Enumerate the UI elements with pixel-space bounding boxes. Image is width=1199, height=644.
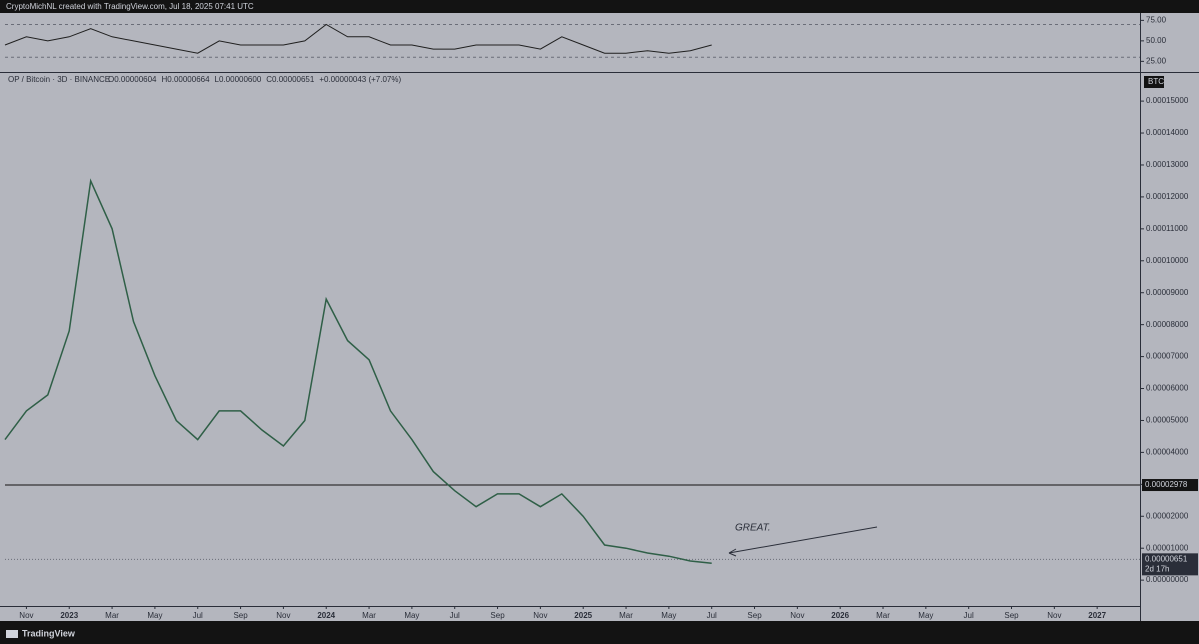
y-tick-label: 0.00007000 [1146, 352, 1189, 361]
y-tick-label: 0.00005000 [1146, 416, 1189, 425]
level-label: 0.00002978 [1145, 480, 1188, 489]
y-tick-label: 0.00006000 [1146, 384, 1189, 393]
x-tick-label: 2026 [831, 611, 849, 620]
x-tick-label: Jul [964, 611, 974, 620]
x-tick-label: Sep [747, 611, 762, 620]
x-tick-label: 2027 [1088, 611, 1106, 620]
y-tick-label: 0.00015000 [1146, 96, 1189, 105]
ohlc-value: C0.00000651 [266, 75, 315, 84]
y-tick-label: 0.00009000 [1146, 288, 1189, 297]
annotation-arrow [728, 526, 878, 554]
x-tick-label: Jul [193, 611, 203, 620]
y-tick-label: 0.00011000 [1146, 224, 1188, 233]
level-box [1142, 479, 1198, 492]
y-tick-label: 25.00 [1146, 56, 1167, 65]
annotation: GREAT. [735, 523, 771, 534]
currency: BTC [1148, 77, 1164, 86]
x-tick-label: Nov [1047, 611, 1061, 620]
watermark: TradingView [22, 628, 76, 638]
x-tick-label: Mar [876, 611, 890, 620]
y-tick-label: 0.00012000 [1146, 192, 1189, 201]
y-tick-label: 0.00001000 [1146, 543, 1189, 552]
x-tick-label: May [918, 611, 933, 620]
x-tick-label: Sep [1004, 611, 1019, 620]
y-tick-label: 0.00008000 [1146, 320, 1189, 329]
ohlc-value: L0.00000600 [215, 75, 262, 84]
x-tick-label: Mar [619, 611, 633, 620]
price-line [4, 178, 712, 564]
x-tick-label: Nov [790, 611, 804, 620]
price-pane [0, 73, 1199, 621]
logo [6, 630, 18, 638]
x-tick-label: Nov [533, 611, 547, 620]
x-tick-label: May [404, 611, 419, 620]
countdown: 2d 17h [1145, 564, 1169, 573]
y-tick-label: 0.00013000 [1146, 160, 1189, 169]
x-tick-label: Sep [490, 611, 505, 620]
arrow-head [728, 548, 737, 557]
y-tick-label: 50.00 [1146, 36, 1167, 45]
x-tick-label: 2025 [574, 611, 592, 620]
rsi-line [4, 23, 712, 54]
credit: CryptoMichNL created with TradingView.co… [6, 2, 254, 11]
x-tick-label: Nov [276, 611, 290, 620]
y-tick-label: 0.00004000 [1146, 448, 1189, 457]
x-tick-label: Jul [707, 611, 717, 620]
x-tick-label: 2023 [60, 611, 78, 620]
symbol-title: OP / Bitcoin · 3D · BINANCE [8, 75, 110, 84]
x-tick-label: May [661, 611, 676, 620]
y-tick-label: 75.00 [1146, 15, 1167, 24]
y-tick-label: 0.00010000 [1146, 256, 1189, 265]
currency-box [1144, 76, 1164, 88]
x-tick-label: 2024 [317, 611, 335, 620]
x-tick-label: Mar [105, 611, 119, 620]
x-tick-label: May [147, 611, 162, 620]
x-tick-label: Mar [362, 611, 376, 620]
ohlc-value: O0.00000604 [108, 75, 157, 84]
last-box [1142, 553, 1198, 576]
y-tick-label: 0.00000000 [1146, 575, 1189, 584]
y-tick-label: 0.00002000 [1146, 511, 1189, 520]
y-tick-label: 0.00014000 [1146, 128, 1189, 137]
last-label: 0.00000651 [1145, 554, 1188, 563]
x-tick-label: Nov [19, 611, 33, 620]
x-tick-label: Sep [233, 611, 248, 620]
ohlc-value: +0.00000043 (+7.07%) [319, 75, 401, 84]
x-tick-label: Jul [450, 611, 460, 620]
rsi-pane [0, 13, 1199, 72]
ohlc-value: H0.00000664 [162, 75, 211, 84]
